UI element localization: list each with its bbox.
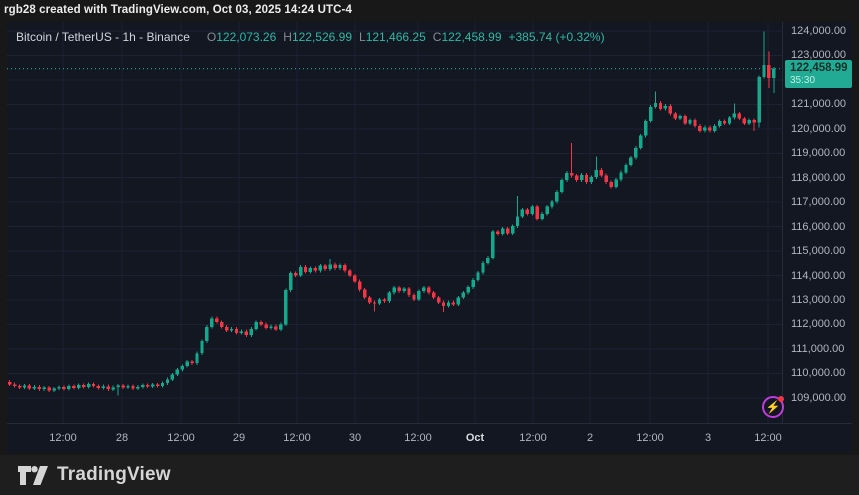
candlestick-plot[interactable]: [7, 22, 782, 423]
tradingview-chart-widget: Bitcoin / TetherUS - 1h - Binance O122,07…: [7, 22, 852, 453]
price-tick-label: 121,000.00: [791, 98, 847, 111]
price-tick-label: 119,000.00: [791, 147, 846, 160]
open-label: O: [206, 30, 217, 44]
price-tick-label: 120,000.00: [791, 122, 847, 135]
time-tick-hour: 12:00: [404, 432, 432, 444]
time-tick-hour: 12:00: [519, 432, 547, 444]
time-tick-day: 28: [115, 432, 129, 444]
time-axis[interactable]: 12:00 28 12:00 29 12:00 30 12:00 Oct 12:00 2 12:00…: [7, 423, 852, 453]
time-tick-day: 3: [704, 432, 712, 444]
price-axis[interactable]: 122,458.99 35:30 124,000.00 123,000.00 121…: [782, 22, 852, 423]
chart-legend[interactable]: Bitcoin / TetherUS - 1h - Binance O122,07…: [16, 30, 605, 44]
close-value: 122,458.99: [441, 30, 502, 44]
time-tick-hour: 12:00: [754, 432, 782, 444]
time-tick-hour: 12:00: [167, 432, 195, 444]
high-value: 122,526.99: [291, 30, 353, 44]
price-tick-label: 114,000.00: [791, 269, 846, 282]
price-tick-label: 113,000.00: [791, 294, 846, 306]
price-tick-label: 123,000.00: [791, 49, 847, 62]
high-label: H: [283, 30, 292, 44]
price-tick-label: 111,000.00: [791, 342, 845, 355]
time-tick-day: 2: [586, 432, 594, 444]
tradingview-wordmark[interactable]: TradingView: [57, 464, 171, 485]
candlestick-svg[interactable]: [7, 22, 782, 423]
price-tick-label: 115,000.00: [791, 245, 846, 258]
last-price-value: 122,458.99: [790, 61, 848, 74]
footer-bar: TradingView: [0, 455, 859, 495]
low-value: 121,466.25: [365, 30, 426, 44]
time-tick-hour: 12:00: [283, 432, 311, 444]
grid-lines: [7, 22, 782, 423]
price-tick-label: 117,000.00: [791, 196, 846, 209]
time-tick-month: Oct: [465, 432, 485, 444]
symbol-title: Bitcoin / TetherUS - 1h - Binance: [16, 30, 190, 44]
price-tick-label: 109,000.00: [791, 391, 847, 404]
price-tick-label: 124,000.00: [791, 25, 847, 37]
tradingview-logo-icon[interactable]: [18, 465, 48, 485]
boost-button[interactable]: ⚡: [762, 396, 784, 418]
close-label: C: [432, 30, 442, 44]
price-tick-label: 118,000.00: [791, 171, 846, 184]
time-tick-day: 29: [232, 432, 246, 444]
price-tick-label: 116,000.00: [791, 220, 846, 233]
time-tick-day: 30: [348, 432, 362, 444]
low-label: L: [359, 30, 366, 44]
lightning-bolt-icon: ⚡: [765, 400, 781, 414]
price-tick-label: 112,000.00: [791, 318, 846, 331]
attribution-bar: rgb28 created with TradingView.com, Oct …: [4, 4, 352, 16]
candles: [8, 31, 776, 396]
change-value: +385.74 (+0.32%): [508, 30, 605, 44]
time-tick-hour: 12:00: [636, 432, 664, 444]
bar-countdown: 35:30: [790, 74, 816, 86]
price-tick-label: 110,000.00: [791, 367, 846, 380]
notification-dot: [778, 396, 784, 402]
time-tick-hour: 12:00: [49, 432, 77, 444]
last-price-badge: 122,458.99 35:30: [785, 59, 852, 89]
open-value: 122,073.26: [216, 30, 277, 44]
